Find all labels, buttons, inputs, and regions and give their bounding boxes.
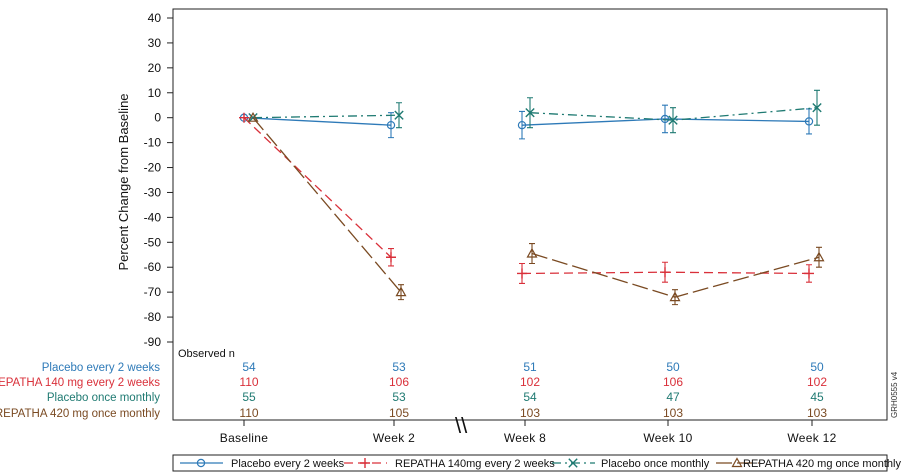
marker-plus (804, 268, 814, 279)
error-bar (529, 243, 535, 265)
n-cell: 53 (392, 360, 406, 374)
marker-circle (196, 458, 206, 468)
error-bar (816, 246, 822, 268)
x-tick-label: Week 2 (373, 431, 415, 445)
n-cell: 103 (520, 406, 540, 420)
observed-n-title: Observed n (178, 348, 235, 360)
n-row-label: Placebo every 2 weeks (42, 362, 161, 374)
n-cell: 106 (389, 375, 409, 389)
y-tick-label: -40 (144, 210, 162, 224)
legend: Placebo every 2 weeks REPATHA 140mg every… (180, 457, 901, 470)
n-cell: 103 (663, 406, 683, 420)
marker-circle (386, 120, 396, 130)
marker-x (568, 458, 578, 468)
series-line (252, 114, 400, 119)
marker-plus (517, 268, 527, 279)
marker-circle (660, 114, 670, 124)
marker-plus (239, 112, 249, 123)
y-tick-label: 30 (148, 36, 162, 50)
n-cell: 105 (389, 406, 409, 420)
y-tick-label: 0 (154, 111, 161, 125)
y-axis: 40 30 20 10 0 -10 -20 -30 -40 -50 -60 -70 -80 -90 (144, 11, 173, 349)
legend-label: Placebo once monthly (601, 458, 710, 470)
observed-n-table: Placebo every 2 weeks 54 53 51 50 50 REPATHA 1… (0, 360, 827, 420)
y-tick-label: -20 (144, 161, 162, 175)
y-tick-label: -10 (144, 136, 162, 150)
series-0 (239, 104, 814, 140)
series-2 (248, 89, 822, 134)
n-cell: 50 (666, 360, 680, 374)
y-tick-label: 20 (148, 61, 162, 75)
legend-label: REPATHA 420 mg once monthly (743, 458, 901, 470)
y-tick-label: -80 (144, 310, 162, 324)
legend-label: REPATHA 140mg every 2 weeks (395, 458, 555, 470)
watermark-code: GRH0555 v4 (890, 371, 899, 418)
error-bar (662, 104, 668, 134)
marker-triangle (526, 247, 538, 258)
series-layer (239, 89, 825, 306)
marker-x (394, 110, 404, 120)
marker-triangle (247, 111, 259, 122)
n-cell: 50 (810, 360, 824, 374)
y-tick-label: -90 (144, 335, 162, 349)
x-tick-label: Week 10 (643, 431, 692, 445)
y-tick-label: -50 (144, 235, 162, 249)
marker-plus (660, 267, 670, 278)
x-axis: Baseline Week 2 Week 8 Week 10 Week 12 (220, 420, 836, 445)
x-tick-label: Baseline (220, 431, 268, 445)
series-line (252, 117, 402, 293)
n-cell: 110 (239, 406, 258, 420)
n-cell: 47 (666, 390, 680, 404)
n-row-label: REPATHA 420 mg once monthly (0, 408, 160, 420)
y-tick-label: 40 (148, 11, 162, 25)
n-cell: 45 (810, 390, 824, 404)
n-cell: 106 (663, 375, 683, 389)
legend-label: Placebo every 2 weeks (231, 458, 345, 470)
marker-circle (517, 120, 527, 130)
x-tick-label: Week 12 (787, 431, 836, 445)
series-1 (239, 112, 814, 284)
marker-plus (386, 252, 396, 263)
n-cell: 54 (523, 390, 537, 404)
n-row-label: Placebo once monthly (47, 392, 160, 404)
marker-x (525, 108, 535, 118)
marker-plus (360, 458, 370, 468)
y-tick-label: -70 (144, 285, 162, 299)
series-line (243, 117, 392, 258)
marker-x (812, 103, 822, 113)
marker-circle (804, 117, 814, 126)
error-bar (519, 110, 525, 140)
x-tick-label: Week 8 (504, 431, 546, 445)
n-cell: 51 (523, 360, 537, 374)
n-cell: 55 (242, 390, 256, 404)
marker-triangle (395, 286, 407, 297)
n-cell: 103 (807, 406, 827, 420)
n-cell: 110 (239, 375, 258, 389)
y-tick-label: -30 (144, 185, 162, 199)
n-cell: 102 (807, 375, 827, 389)
plot-frame (172, 8, 888, 421)
n-cell: 53 (392, 390, 406, 404)
y-tick-label: 10 (148, 86, 162, 100)
axis-break-symbol: \\ (455, 413, 468, 438)
marker-x (668, 115, 678, 125)
marker-triangle (731, 457, 743, 468)
marker-triangle (669, 291, 681, 302)
n-cell: 102 (520, 375, 540, 389)
series-3 (247, 111, 825, 306)
n-cell: 54 (242, 360, 256, 374)
series-line (243, 117, 392, 126)
marker-triangle (813, 251, 825, 262)
error-bar (388, 112, 394, 139)
y-axis-title: Percent Change from Baseline (116, 93, 131, 270)
legend-frame (172, 454, 888, 472)
y-tick-label: -60 (144, 260, 162, 274)
n-row-label: REPATHA 140 mg every 2 weeks (0, 377, 160, 389)
